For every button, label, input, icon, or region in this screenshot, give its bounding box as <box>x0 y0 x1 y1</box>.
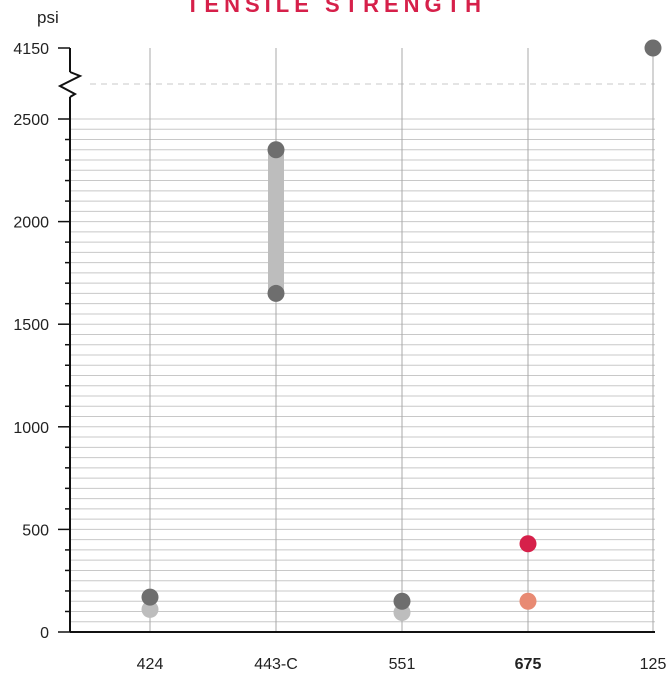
y-tick-label: 0 <box>40 625 49 642</box>
x-tick-label: 443-C <box>254 656 298 673</box>
high-value-point <box>644 39 662 57</box>
y-axis-break-zigzag <box>57 71 83 98</box>
low-value-point <box>519 592 537 610</box>
y-break-tick-label: 4150 <box>13 41 49 58</box>
x-tick-label: 424 <box>137 656 164 673</box>
y-axis-unit-label: psi <box>37 8 59 27</box>
x-tick-label: 675 <box>515 656 542 673</box>
low-value-point <box>141 600 159 618</box>
high-value-point <box>519 535 537 553</box>
y-tick-label: 500 <box>22 522 49 539</box>
y-tick-label: 1500 <box>13 317 49 334</box>
high-value-point <box>141 588 159 606</box>
y-tick-label: 1000 <box>13 420 49 437</box>
x-tick-label: 125 <box>640 656 667 673</box>
y-tick-label: 2500 <box>13 112 49 129</box>
low-value-point <box>267 284 285 302</box>
x-tick-label: 551 <box>389 656 416 673</box>
y-tick-label: 2000 <box>13 215 49 232</box>
high-value-point <box>267 141 285 159</box>
chart-title: TENSILE STRENGTH <box>185 0 486 17</box>
high-value-point <box>393 592 411 610</box>
